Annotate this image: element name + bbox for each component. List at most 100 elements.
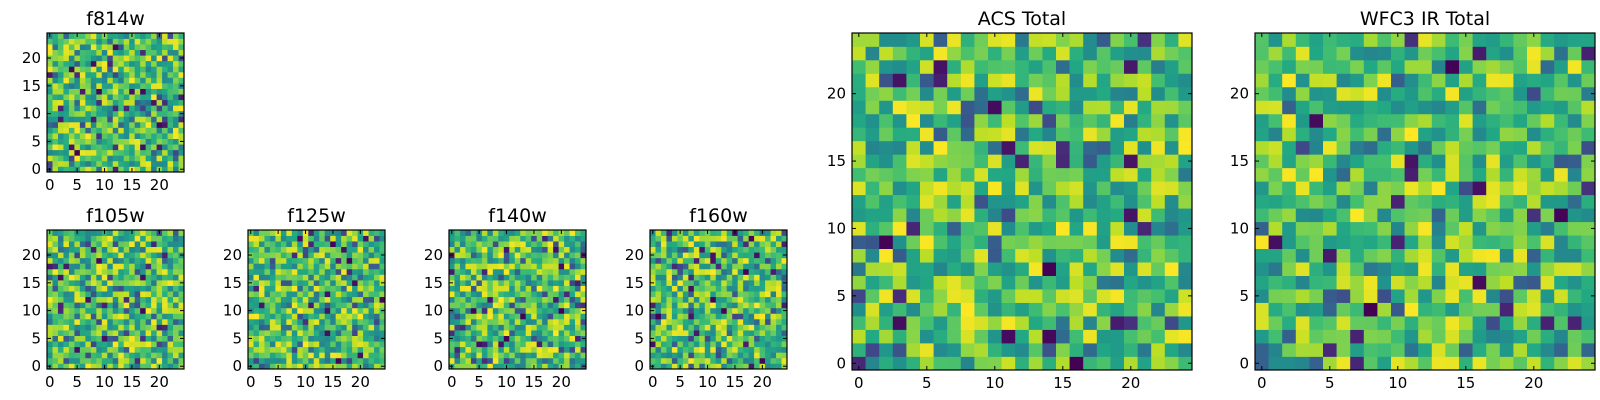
heatmap-cell <box>514 302 521 309</box>
heatmap-cell <box>330 291 337 298</box>
heatmap-cell <box>123 363 130 370</box>
heatmap-cell <box>90 121 97 128</box>
heatmap-cell <box>454 313 461 320</box>
heatmap-cell <box>476 291 483 298</box>
heatmap-cell <box>90 133 97 139</box>
heatmap-cell <box>1083 275 1098 290</box>
heatmap-cell <box>920 343 934 357</box>
heatmap-cell <box>167 110 174 117</box>
heatmap-cell <box>682 268 689 275</box>
x-tick-label: 20 <box>753 373 772 391</box>
heatmap-cell <box>660 363 667 370</box>
heatmap-cell <box>374 357 380 364</box>
heatmap-cell <box>357 318 364 325</box>
heatmap-cell <box>357 352 364 359</box>
heatmap-cell <box>1096 302 1111 317</box>
heatmap-cell <box>308 335 315 342</box>
heatmap-cell <box>1554 73 1569 88</box>
heatmap-cell <box>352 346 358 353</box>
heatmap-cell <box>666 357 673 364</box>
heatmap-cell <box>1323 289 1337 303</box>
heatmap-cell <box>1363 343 1378 357</box>
heatmap-cell <box>852 329 866 344</box>
heatmap-cell <box>933 154 948 169</box>
heatmap-cell <box>879 113 894 128</box>
heatmap-cell <box>666 296 673 303</box>
heatmap-cell <box>1323 356 1337 371</box>
heatmap-cell <box>514 268 521 275</box>
heatmap-cell <box>536 352 543 359</box>
heatmap-cell <box>79 88 86 95</box>
heatmap-cell <box>748 230 755 236</box>
heatmap-cell <box>553 268 559 275</box>
heatmap-cell <box>264 235 271 242</box>
heatmap-cell <box>90 324 97 331</box>
heatmap-cell <box>688 274 695 281</box>
heatmap-cell <box>542 241 548 248</box>
heatmap-cell <box>173 77 179 84</box>
heatmap-cell <box>286 291 293 298</box>
heatmap-cell <box>101 60 108 67</box>
heatmap-cell <box>1350 302 1365 317</box>
heatmap-cell <box>960 343 975 357</box>
heatmap-cell <box>1110 194 1125 209</box>
y-tick-label: 0 <box>433 357 443 375</box>
heatmap-cell <box>1350 208 1365 223</box>
heatmap-cell <box>112 71 119 78</box>
heatmap-cell <box>732 307 739 314</box>
heatmap-cell <box>660 357 667 364</box>
heatmap-cell <box>341 285 347 292</box>
heatmap-cell <box>57 105 64 112</box>
heatmap-cell <box>68 274 75 281</box>
heatmap-cell <box>660 257 667 264</box>
heatmap-cell <box>503 274 510 281</box>
heatmap-cell <box>145 330 152 336</box>
heatmap-cell <box>57 88 64 95</box>
heatmap-cell <box>503 324 510 331</box>
x-tick-label: 0 <box>1257 374 1267 392</box>
heatmap-cell <box>319 252 326 259</box>
heatmap-cell <box>374 307 380 314</box>
heatmap-cell <box>123 160 130 167</box>
heatmap-cell <box>52 121 59 128</box>
heatmap-cell <box>47 246 53 253</box>
heatmap-cell <box>1431 316 1446 330</box>
heatmap-cell <box>470 352 477 359</box>
heatmap-cell <box>346 257 353 264</box>
heatmap-cell <box>134 335 141 342</box>
heatmap-cell <box>547 341 554 348</box>
heatmap-cell <box>710 352 717 359</box>
heatmap-cell <box>1459 208 1473 223</box>
heatmap-cell <box>781 346 788 353</box>
heatmap-cell <box>129 235 136 242</box>
heatmap-cell <box>275 268 282 275</box>
x-tick-label: 0 <box>854 374 864 392</box>
heatmap-cell <box>693 235 700 242</box>
heatmap-cell <box>1069 316 1084 330</box>
heatmap-cell <box>1178 289 1193 303</box>
heatmap-cell <box>1323 167 1337 182</box>
heatmap-cell <box>1363 154 1378 169</box>
heatmap-cell <box>1391 46 1405 61</box>
heatmap-cell <box>650 302 656 309</box>
heatmap-cell <box>107 252 114 259</box>
heatmap-cell <box>1110 167 1125 182</box>
heatmap-cell <box>123 133 130 139</box>
heatmap-cell <box>575 285 581 292</box>
heatmap-cell <box>167 66 174 73</box>
heatmap-cell <box>509 263 516 270</box>
heatmap-cell <box>269 352 276 359</box>
heatmap-cell <box>1336 262 1351 276</box>
heatmap-cell <box>693 246 700 253</box>
heatmap-cell <box>1459 316 1473 330</box>
heatmap-cell <box>156 138 163 145</box>
heatmap-cell <box>906 316 921 330</box>
heatmap-cell <box>1513 302 1528 317</box>
heatmap-cell <box>715 357 722 364</box>
heatmap-cell <box>352 296 358 303</box>
heatmap-cell <box>1110 33 1125 47</box>
heatmap-cell <box>781 352 788 359</box>
heatmap-cell <box>531 324 538 331</box>
heatmap-cell <box>52 44 59 51</box>
heatmap-cell <box>178 324 185 331</box>
